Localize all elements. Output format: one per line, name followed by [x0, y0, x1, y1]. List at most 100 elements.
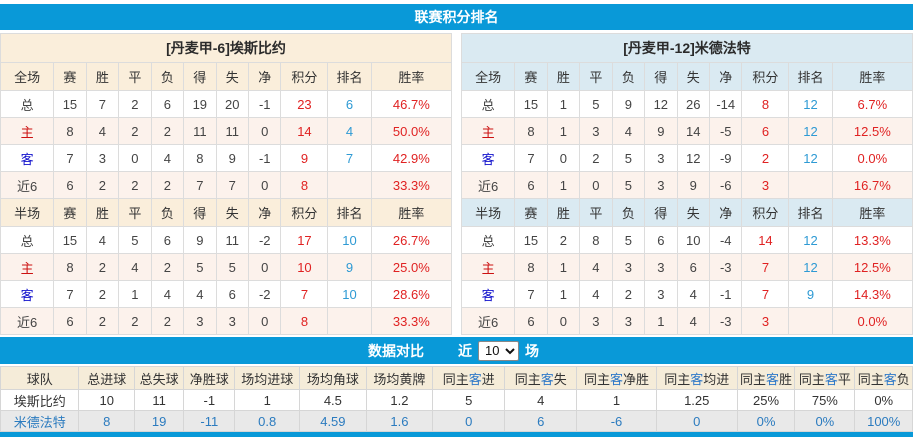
data-cell: 平: [118, 62, 152, 91]
data-cell: -5: [709, 117, 743, 145]
data-cell: 6: [150, 90, 185, 118]
left-team-title: [丹麦甲-6]埃斯比约: [0, 33, 452, 62]
data-cell: 0.0%: [831, 144, 913, 172]
data-cell: 2: [579, 144, 613, 172]
data-cell: 负: [611, 198, 646, 227]
data-cell: 失: [215, 62, 250, 91]
table-row: 主 8 1 4 3 3 6 -3 7 12 12.5%: [460, 253, 913, 281]
data-cell: 场均角球: [299, 366, 367, 390]
data-cell: 2: [150, 117, 185, 145]
data-cell: 失: [676, 62, 711, 91]
data-cell: 积分: [741, 62, 790, 91]
data-cell: 胜: [85, 198, 120, 227]
data-cell: 1.2: [365, 389, 434, 411]
data-cell: 同主客均进: [655, 366, 738, 390]
recent-matches-select[interactable]: 10: [478, 340, 519, 361]
data-cell: 14: [676, 117, 711, 145]
data-cell: 2: [150, 171, 185, 199]
away-char: 客: [766, 371, 780, 387]
data-cell: 8: [514, 117, 548, 145]
data-cell: 20: [215, 90, 250, 118]
data-cell: 11: [215, 226, 250, 254]
data-cell: 12.5%: [831, 253, 913, 281]
data-cell: 2: [118, 171, 152, 199]
row-label-cell: 半场: [460, 198, 516, 227]
row-label-cell: 近6: [0, 171, 55, 199]
data-cell: 12: [644, 90, 678, 118]
data-cell: 赛: [514, 198, 548, 227]
data-cell: 50.0%: [370, 117, 453, 145]
data-cell: 10: [78, 389, 136, 411]
data-cell: -1: [248, 90, 282, 118]
data-cell: 6: [514, 307, 548, 335]
data-cell: 4: [150, 280, 185, 308]
data-cell: 12: [788, 117, 833, 145]
data-cell: 1: [234, 389, 301, 411]
data-cell: 6: [676, 253, 711, 281]
table-row: 总 15 4 5 6 9 11 -2 17 10 26.7%: [0, 226, 453, 254]
data-cell: 1: [546, 117, 581, 145]
data-cell: 15: [514, 90, 548, 118]
row-label-cell: 主: [460, 117, 516, 145]
data-cell: 5: [579, 90, 613, 118]
data-cell: 11: [183, 117, 217, 145]
data-cell: 负: [611, 62, 646, 91]
data-cell: 场均黄牌: [365, 366, 434, 390]
table-row: 全场赛胜平负得失净积分 排名 胜率: [0, 62, 453, 91]
data-cell: 7: [183, 171, 217, 199]
bottom-accent-strip: [0, 432, 913, 437]
data-cell: 排名: [788, 198, 833, 227]
data-cell: 6.7%: [831, 90, 913, 118]
data-cell: 5: [183, 253, 217, 281]
data-cell: 8: [579, 226, 613, 254]
data-cell: 8: [280, 307, 329, 335]
table-row: 全场赛胜平负得失净积分 排名 胜率: [460, 62, 913, 91]
data-cell: 7: [280, 280, 329, 308]
data-cell: 14: [280, 117, 329, 145]
data-cell: 6: [504, 410, 578, 432]
recent-prefix-label: 近: [458, 342, 472, 359]
data-cell: 9: [183, 226, 217, 254]
data-cell: 9: [676, 171, 711, 199]
data-cell: 0%: [854, 389, 913, 411]
data-cell: 12: [788, 226, 833, 254]
data-cell: 净胜球: [183, 366, 236, 390]
data-cell: 总失球: [134, 366, 185, 390]
data-compare-header-bar: 数据对比 近 10 场: [0, 337, 913, 364]
table-row: 埃斯比约 10 11 -1 1 4.5 1.2 5 4 1 1.25 25% 75% 0%: [0, 389, 913, 411]
data-cell: 胜: [546, 198, 581, 227]
data-cell: -1: [709, 280, 743, 308]
data-cell: 净: [248, 198, 282, 227]
data-cell: 6: [644, 226, 678, 254]
data-cell: 0: [546, 144, 581, 172]
data-cell: 2: [118, 307, 152, 335]
data-cell: 12: [788, 253, 833, 281]
data-cell: 42.9%: [370, 144, 453, 172]
data-cell: 7: [514, 280, 548, 308]
data-cell: 7: [53, 144, 87, 172]
data-cell: 积分: [280, 62, 329, 91]
data-cell: -3: [709, 253, 743, 281]
data-cell: 9: [327, 253, 372, 281]
data-cell: 4: [504, 389, 578, 411]
data-cell: 15: [514, 226, 548, 254]
data-cell: 得: [183, 62, 217, 91]
table-row: 球队 总进球 总失球 净胜球 场均进球 场均角球 场均黄牌 同主客进 同主客失 同主客净胜 同主客均…: [0, 366, 913, 390]
data-cell: 6: [514, 171, 548, 199]
row-label-cell: 半场: [0, 198, 55, 227]
data-cell: -6: [709, 171, 743, 199]
data-cell: 3: [741, 171, 790, 199]
data-cell: 6: [741, 117, 790, 145]
table-row: 近6 6 2 2 2 7 7 0 8 33.3%: [0, 171, 453, 199]
data-cell: 平: [579, 198, 613, 227]
data-cell: 3: [611, 307, 646, 335]
data-cell: 3: [644, 171, 678, 199]
data-cell: 13.3%: [831, 226, 913, 254]
right-halftime-rows: 总 15 2 8 5 6 10 -4 14 12 13.3% 主 8 1 4 3 3 6 -3 7 12 12.5% 客 7 1…: [460, 226, 913, 335]
data-cell: 2: [741, 144, 790, 172]
data-cell: 得: [644, 62, 678, 91]
data-cell: 11: [134, 389, 185, 411]
data-cell: 胜: [85, 62, 120, 91]
team-tables-container: [丹麦甲-6]埃斯比约 全场赛胜平负得失净积分 排名 胜率 总 15 7 2 6 19 20 -1…: [0, 33, 913, 335]
data-cell: 5: [118, 226, 152, 254]
